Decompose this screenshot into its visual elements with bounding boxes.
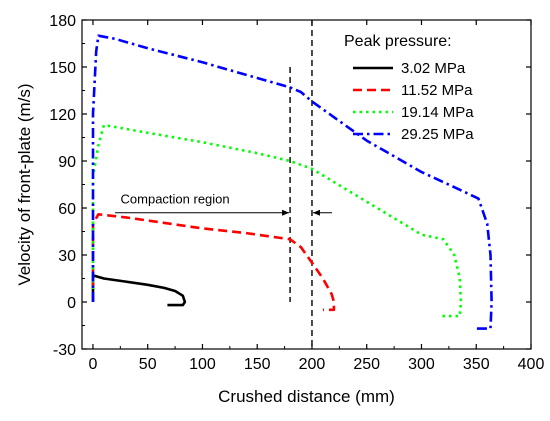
series-line-2 [91, 213, 336, 312]
x-tick-label: 100 [189, 356, 216, 373]
x-tick-label: 150 [244, 356, 271, 373]
legend-label-1: 3.02 MPa [401, 60, 466, 77]
x-tick-label: 250 [353, 356, 380, 373]
y-tick-label: 120 [49, 107, 76, 124]
x-tick-label: 50 [139, 356, 157, 373]
legend-title: Peak pressure: [344, 33, 452, 50]
y-tick-label: -30 [53, 342, 76, 359]
x-tick-label: 300 [408, 356, 435, 373]
x-tick-label: 0 [88, 356, 97, 373]
series-line-3 [91, 123, 463, 318]
y-tick-label: 150 [49, 60, 76, 77]
compaction-region-label: Compaction region [121, 191, 230, 206]
y-tick-label: 90 [58, 154, 76, 171]
series-line-4 [91, 34, 493, 330]
series-line-1 [91, 274, 187, 307]
legend-label-2: 11.52 MPa [401, 82, 473, 99]
x-tick-label: 200 [299, 356, 326, 373]
legend-label-4: 29.25 MPa [401, 126, 474, 143]
y-tick-label: 180 [49, 13, 76, 30]
y-tick-label: 0 [67, 295, 76, 312]
x-axis-title: Crushed distance (mm) [218, 387, 395, 406]
y-tick-label: 60 [58, 201, 76, 218]
y-axis-title: Velocity of front-plate (m/s) [15, 83, 34, 285]
legend-label-3: 19.14 MPa [401, 104, 474, 121]
x-tick-label: 350 [463, 356, 490, 373]
x-tick-label: 400 [518, 356, 545, 373]
y-tick-label: 30 [58, 248, 76, 265]
